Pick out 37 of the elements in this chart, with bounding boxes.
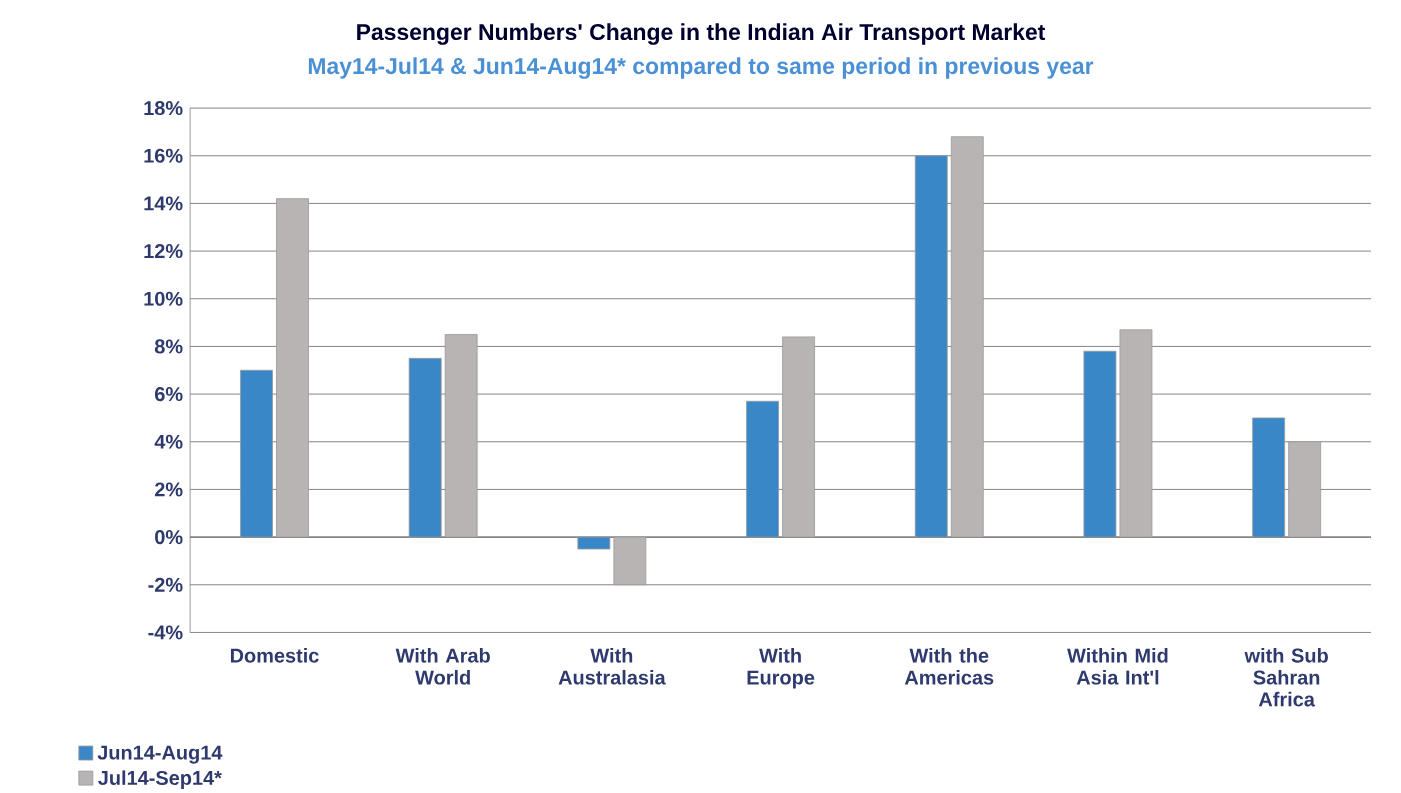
bar bbox=[1119, 329, 1153, 538]
y-tick-label: 16% bbox=[144, 148, 183, 164]
y-tick-label: -4% bbox=[148, 625, 183, 640]
bar bbox=[613, 536, 647, 586]
y-tick-label: -2% bbox=[148, 577, 183, 593]
y-tick-label: 0% bbox=[155, 530, 183, 545]
bar bbox=[577, 536, 611, 550]
bar bbox=[746, 401, 779, 538]
bar bbox=[1252, 417, 1286, 538]
y-tick-label: 10% bbox=[144, 291, 183, 307]
bar bbox=[240, 370, 273, 538]
y-tick-label: 18% bbox=[144, 101, 183, 116]
y-tick-label: 6% bbox=[155, 387, 183, 402]
bar bbox=[914, 155, 948, 538]
chart-subtitle: May14-Jul14 & Jun14-Aug14* compared to same period in previous year bbox=[308, 57, 1094, 79]
x-tick-label: Domestic bbox=[230, 648, 319, 663]
x-tick-label: With Europe bbox=[747, 648, 815, 689]
x-tick-label: with Sub Sahran Africa bbox=[1244, 648, 1328, 707]
chart-title: Passenger Numbers' Change in the Indian Air Transport Market bbox=[357, 23, 1046, 45]
legend-label: Jul14-Sep14* bbox=[98, 770, 222, 790]
y-tick-label: 14% bbox=[144, 196, 183, 211]
x-tick-label: With Australasia bbox=[558, 648, 666, 685]
bar bbox=[276, 198, 309, 538]
bar bbox=[408, 358, 442, 538]
y-tick-label: 12% bbox=[144, 244, 183, 259]
bar bbox=[950, 136, 984, 538]
bar bbox=[782, 336, 815, 538]
x-tick-label: Within Mid Asia Int'l bbox=[1067, 648, 1168, 685]
legend-label: Jun14-Aug14 bbox=[97, 745, 223, 764]
y-tick-label: 4% bbox=[154, 434, 183, 449]
bar bbox=[1083, 351, 1117, 538]
bar bbox=[1288, 441, 1322, 538]
x-tick-label: With the Americas bbox=[904, 648, 994, 685]
y-tick-label: 2% bbox=[154, 482, 183, 497]
y-tick-label: 8% bbox=[154, 339, 183, 354]
x-tick-label: With Arab World bbox=[395, 648, 490, 685]
bar bbox=[444, 334, 478, 538]
